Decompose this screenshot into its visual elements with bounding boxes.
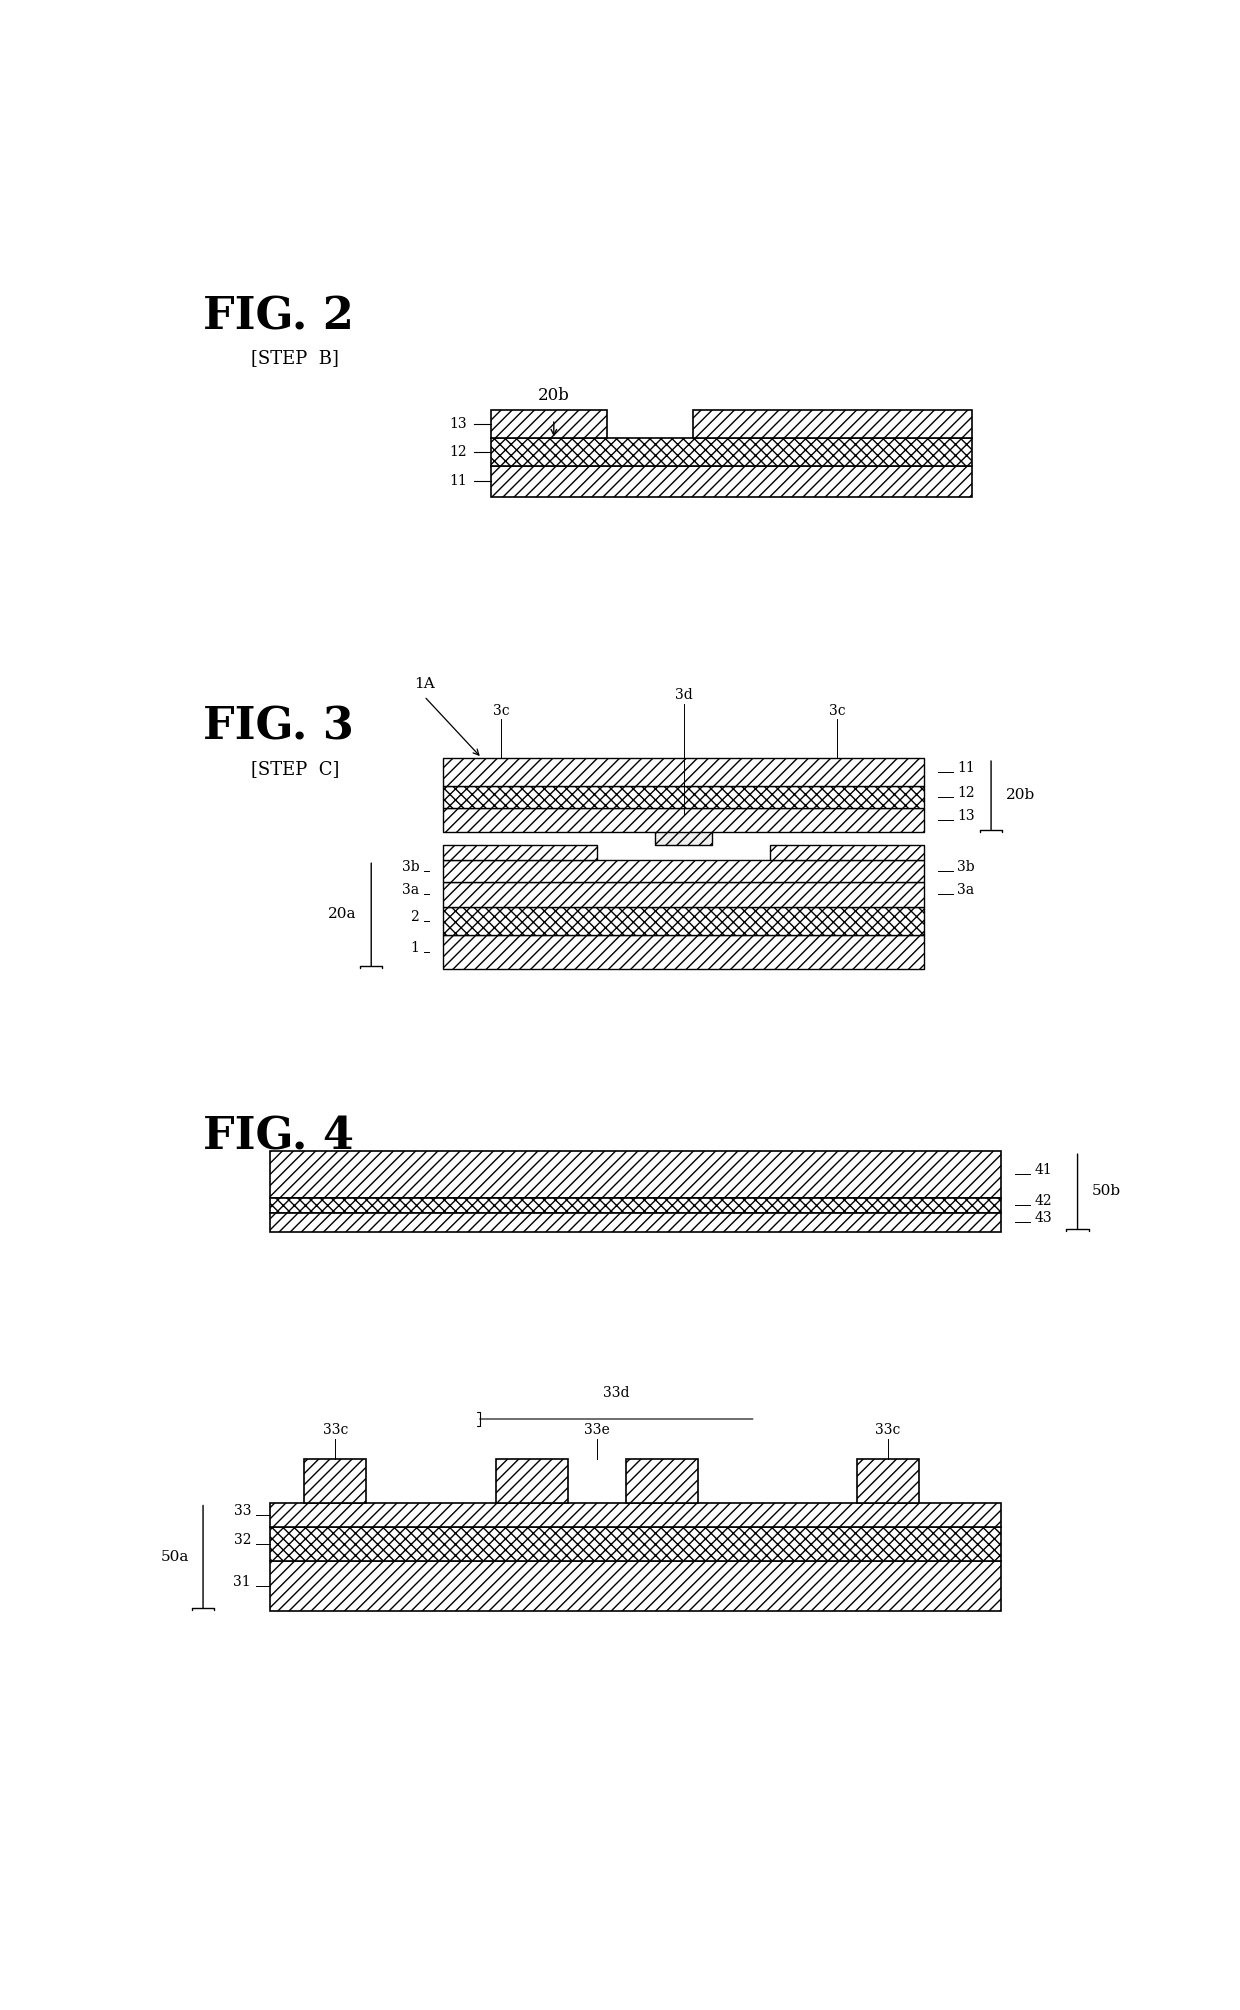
- Bar: [857, 1459, 919, 1503]
- Text: 3b: 3b: [402, 860, 419, 874]
- Bar: [444, 882, 924, 907]
- Bar: [444, 907, 924, 935]
- Text: FIG. 4: FIG. 4: [203, 1116, 355, 1158]
- Text: 31: 31: [233, 1576, 250, 1590]
- Bar: [270, 1503, 1001, 1528]
- Bar: [626, 1459, 698, 1503]
- Text: 41: 41: [1034, 1164, 1052, 1178]
- Text: 13: 13: [957, 810, 975, 822]
- Bar: [444, 758, 924, 786]
- Bar: [270, 1528, 1001, 1562]
- Bar: [491, 466, 972, 496]
- Bar: [270, 1152, 1001, 1198]
- Text: 3a: 3a: [957, 882, 975, 896]
- Bar: [496, 1459, 568, 1503]
- Text: [STEP  C]: [STEP C]: [250, 760, 340, 778]
- Bar: [655, 814, 713, 844]
- Bar: [270, 1214, 1001, 1232]
- Bar: [444, 844, 596, 860]
- Bar: [444, 808, 924, 832]
- Text: 33e: 33e: [584, 1423, 610, 1437]
- Bar: [491, 410, 606, 438]
- Bar: [270, 1562, 1001, 1610]
- Text: FIG. 3: FIG. 3: [203, 706, 353, 748]
- Text: 1A: 1A: [414, 677, 434, 691]
- Text: 50b: 50b: [1092, 1184, 1121, 1198]
- Text: 11: 11: [450, 474, 467, 488]
- Text: 50a: 50a: [160, 1550, 188, 1564]
- Text: 33c: 33c: [875, 1423, 900, 1437]
- Text: 3a: 3a: [402, 882, 419, 896]
- Bar: [270, 1198, 1001, 1214]
- Text: 32: 32: [233, 1534, 250, 1548]
- Bar: [770, 844, 924, 860]
- Text: 3c: 3c: [830, 704, 846, 718]
- Text: 33d: 33d: [603, 1387, 630, 1401]
- Text: 3d: 3d: [675, 687, 692, 701]
- Bar: [304, 1459, 367, 1503]
- Text: 20b: 20b: [538, 386, 569, 404]
- Text: 1: 1: [410, 941, 419, 955]
- Text: 33: 33: [233, 1503, 250, 1518]
- Text: 11: 11: [957, 762, 975, 776]
- Text: 3b: 3b: [957, 860, 975, 874]
- Text: 13: 13: [450, 416, 467, 430]
- Text: 12: 12: [957, 786, 975, 800]
- Bar: [491, 438, 972, 466]
- Text: 3c: 3c: [492, 704, 510, 718]
- Text: FIG. 2: FIG. 2: [203, 295, 353, 338]
- Bar: [444, 860, 924, 882]
- Bar: [693, 410, 972, 438]
- Text: 2: 2: [410, 911, 419, 925]
- Text: 43: 43: [1034, 1212, 1052, 1226]
- Text: 33c: 33c: [322, 1423, 348, 1437]
- Text: 20a: 20a: [329, 907, 357, 921]
- Bar: [444, 786, 924, 808]
- Text: 20b: 20b: [1006, 788, 1034, 802]
- Text: 42: 42: [1034, 1194, 1052, 1208]
- Text: [STEP  B]: [STEP B]: [250, 350, 339, 368]
- Text: 12: 12: [450, 444, 467, 458]
- Bar: [444, 935, 924, 969]
